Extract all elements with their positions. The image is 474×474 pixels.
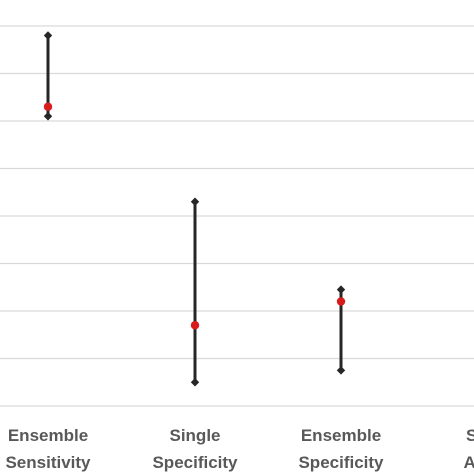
category-label: Single <box>169 426 220 445</box>
data-point <box>336 297 346 306</box>
error-bar-high-marker <box>190 197 200 206</box>
error-bar-low-marker <box>190 378 200 387</box>
error-bar-high-marker <box>43 31 53 40</box>
error-bar-low-marker <box>43 112 53 121</box>
category-label: Ensemble <box>301 426 381 445</box>
data-point <box>43 102 53 111</box>
error-bars <box>43 31 346 387</box>
category-label: Specificity <box>298 453 384 472</box>
error-bar-high-marker <box>336 285 346 294</box>
category-label: Sensitivity <box>5 453 91 472</box>
data-points <box>43 102 346 330</box>
data-point <box>190 321 200 330</box>
category-labels: Ensemble Sensitivity Single Specificity Ense… <box>5 426 474 472</box>
category-label: Specificity <box>152 453 238 472</box>
category-label: Si <box>466 426 474 445</box>
category-label: Av <box>463 453 474 472</box>
error-bar-low-marker <box>336 366 346 375</box>
gridlines <box>0 25 474 407</box>
category-label: Ensemble <box>8 426 88 445</box>
